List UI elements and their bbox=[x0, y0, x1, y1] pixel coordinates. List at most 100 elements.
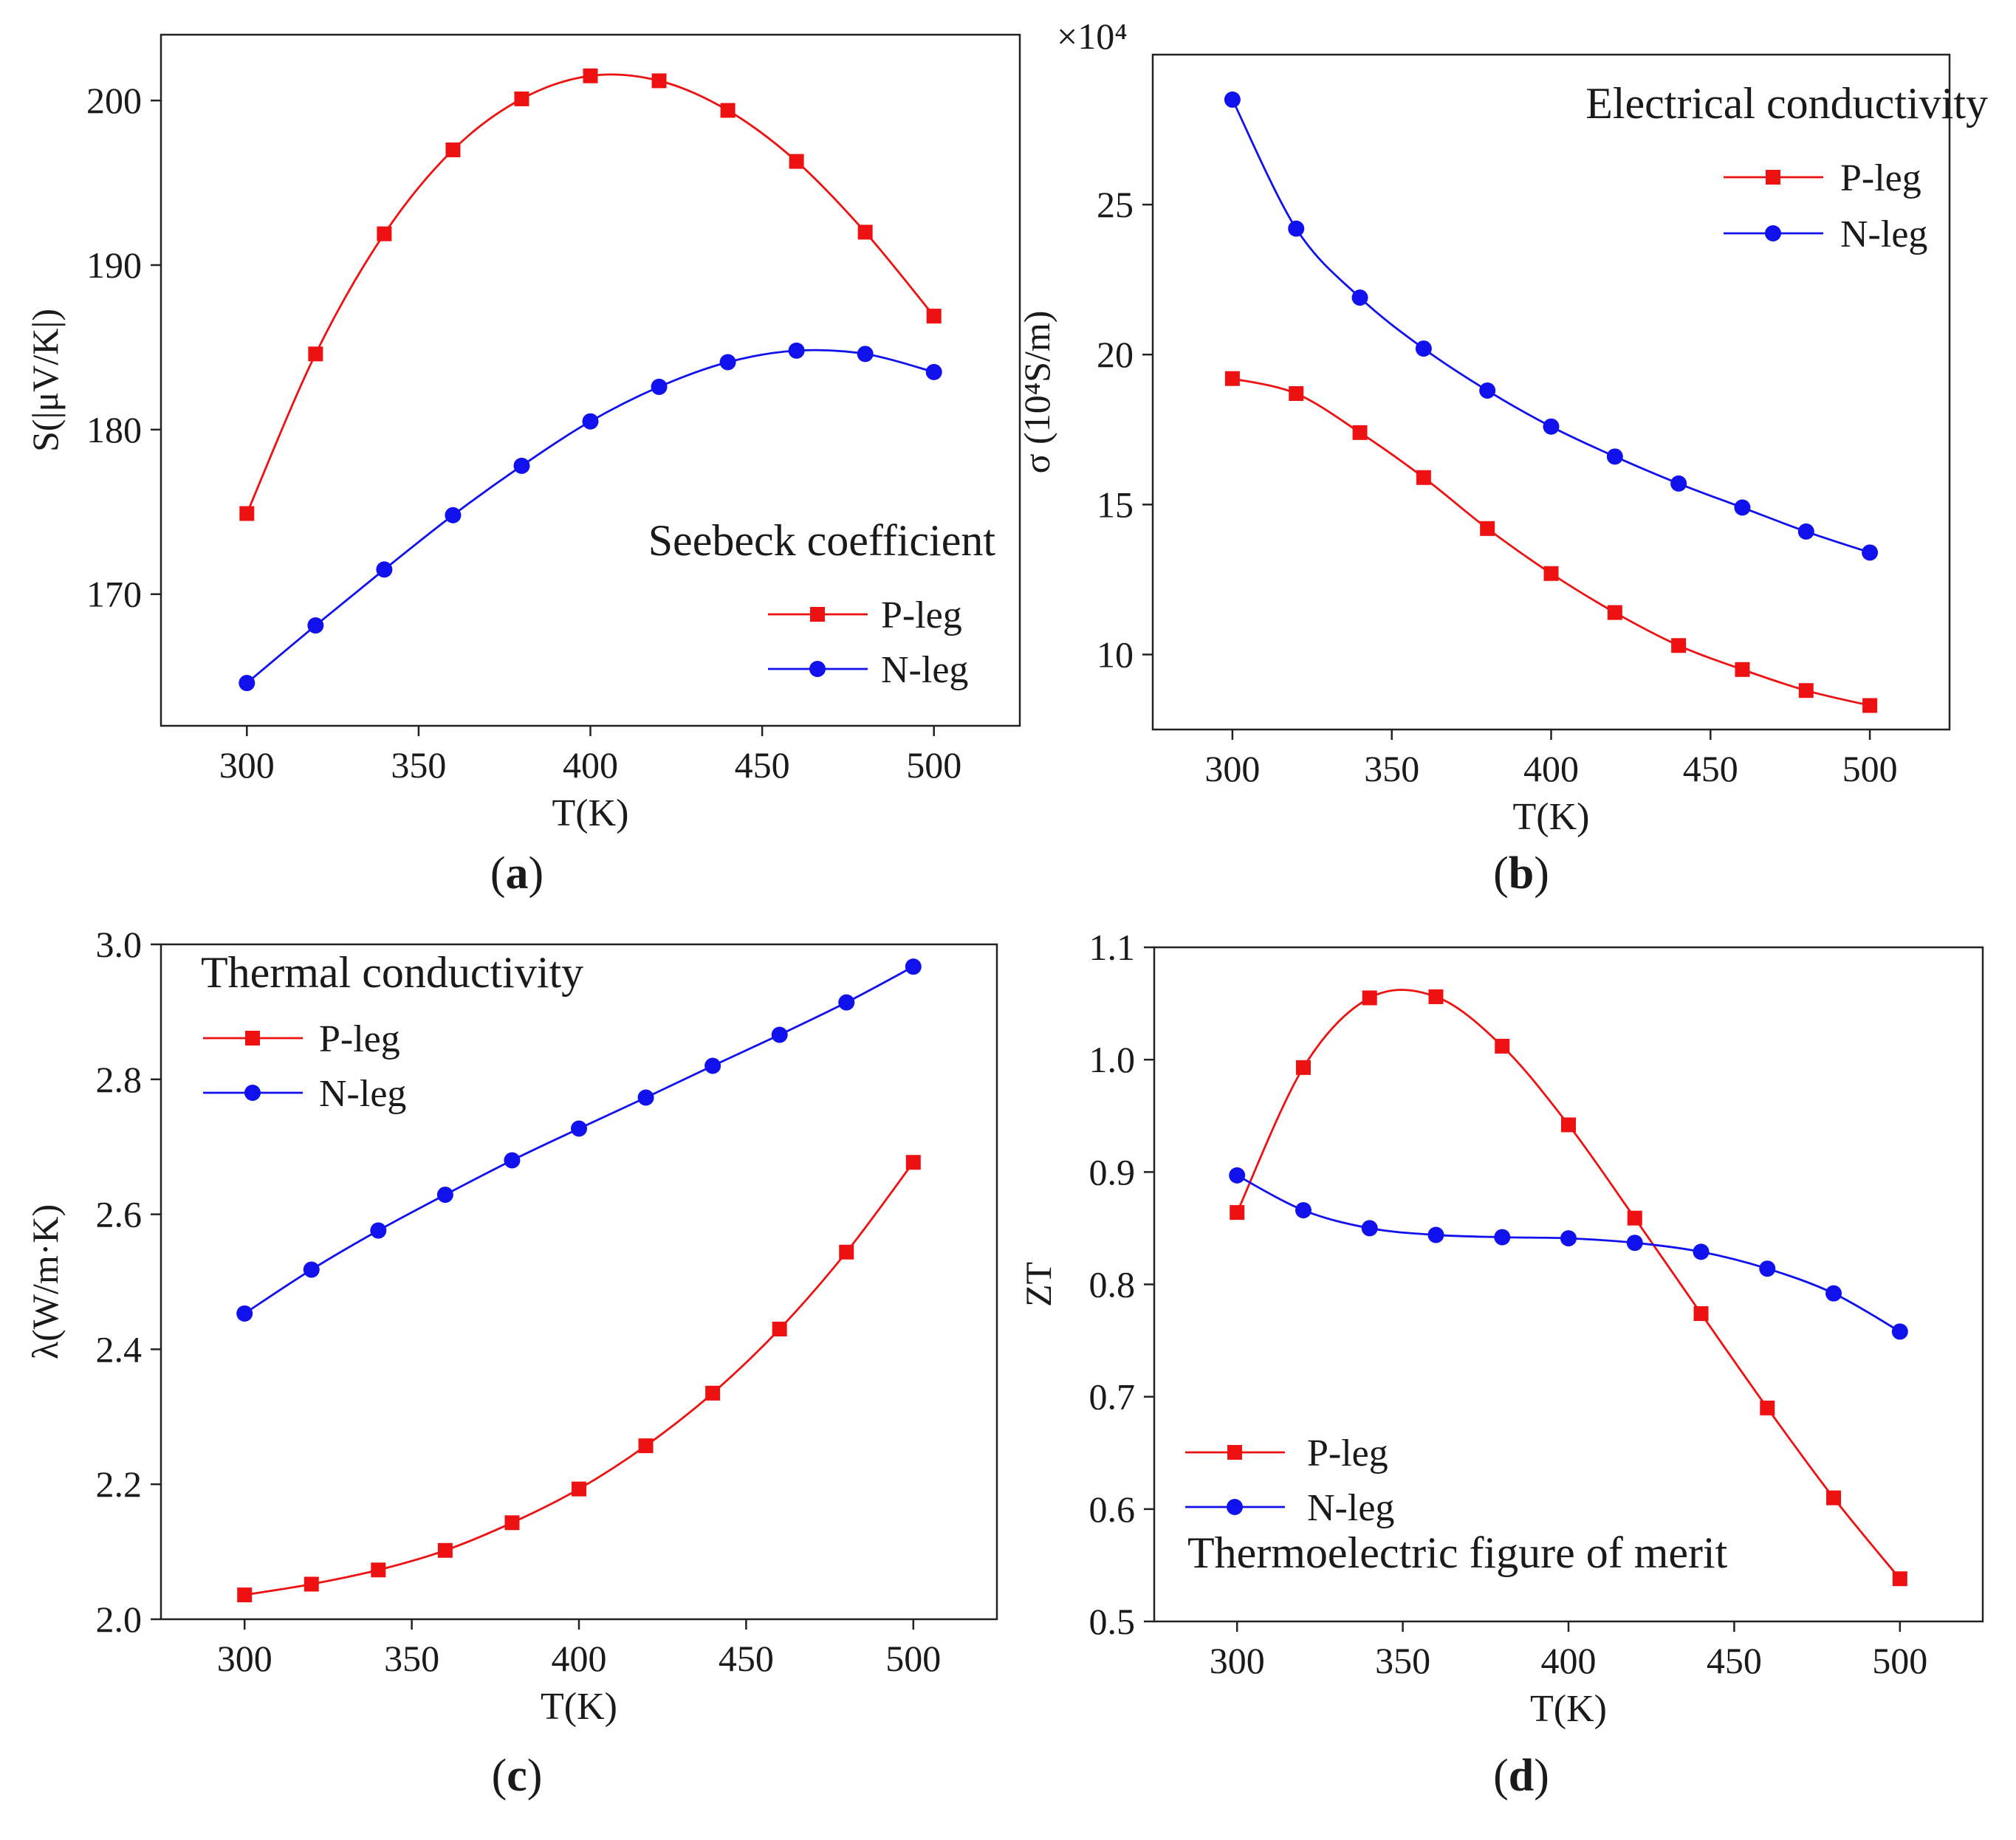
x-tick-label-d-3: 450 bbox=[1707, 1640, 1762, 1681]
x-tick-label-b-1: 350 bbox=[1364, 748, 1419, 789]
y-axis-label-a: S(|μV/K|) bbox=[24, 309, 66, 452]
data-point-d-0-3 bbox=[1428, 989, 1444, 1004]
y-tick-label-c-3: 2.6 bbox=[96, 1194, 143, 1235]
data-point-a-0-6 bbox=[651, 73, 667, 89]
data-point-b-1-9 bbox=[1797, 523, 1814, 540]
data-point-d-1-5 bbox=[1560, 1230, 1577, 1247]
series-line-a-1 bbox=[246, 349, 935, 684]
data-point-a-0-3 bbox=[445, 143, 461, 157]
data-point-a-1-2 bbox=[376, 561, 393, 578]
chart-panel-c: 300 350 400 450 500 2.0 2.2 2.4 2.6 2.8 3.0 T(K) λ(W… bbox=[24, 924, 998, 1801]
data-point-b-1-3 bbox=[1415, 340, 1432, 357]
data-point-c-1-7 bbox=[704, 1057, 721, 1074]
data-point-a-1-10 bbox=[925, 363, 942, 380]
y-tick-label-b-3: 25 bbox=[1097, 184, 1134, 225]
legend-label-d-1: N-leg bbox=[1307, 1487, 1394, 1529]
data-point-a-1-9 bbox=[857, 346, 874, 363]
y-tick-label-c-4: 2.8 bbox=[96, 1059, 143, 1100]
data-point-b-0-5 bbox=[1543, 566, 1559, 581]
data-point-b-0-1 bbox=[1289, 386, 1304, 402]
data-point-d-1-9 bbox=[1825, 1285, 1842, 1302]
y-tick-label-d-5: 1.0 bbox=[1089, 1039, 1136, 1080]
x-tick-label-c-1: 350 bbox=[384, 1638, 439, 1679]
chart-title-a: Seebeck coefficient bbox=[648, 516, 996, 565]
data-point-c-0-9 bbox=[839, 1244, 854, 1260]
legend-marker-d-1 bbox=[1227, 1499, 1243, 1515]
chart-panel-b: 300 350 400 450 500 10 15 20 25 T(K) σ (10⁴S/m) ×10… bbox=[1016, 16, 1988, 899]
x-tick-label-a-3: 450 bbox=[735, 744, 790, 786]
y-tick-label-d-2: 0.7 bbox=[1089, 1376, 1136, 1418]
data-point-a-0-9 bbox=[857, 224, 873, 240]
data-point-c-0-0 bbox=[237, 1587, 253, 1603]
legend-marker-a-0 bbox=[810, 607, 825, 622]
data-point-d-0-7 bbox=[1693, 1306, 1709, 1322]
data-point-d-1-1 bbox=[1295, 1202, 1312, 1219]
plot-frame-c bbox=[160, 943, 998, 1621]
plot-frame-d bbox=[1153, 946, 1984, 1623]
legend-label-d-0: P-leg bbox=[1307, 1432, 1388, 1475]
legend-marker-a-1 bbox=[809, 661, 826, 677]
y-tick-label-a-1: 180 bbox=[86, 409, 142, 450]
x-tick-label-a-1: 350 bbox=[391, 744, 446, 786]
legend-marker-c-1 bbox=[244, 1085, 261, 1101]
data-point-c-1-5 bbox=[571, 1120, 587, 1137]
x-tick-label-d-0: 300 bbox=[1210, 1640, 1265, 1681]
legend-marker-b-0 bbox=[1766, 170, 1780, 185]
y-tick-label-d-1: 0.6 bbox=[1089, 1489, 1136, 1530]
y-tick-label-a-2: 190 bbox=[86, 244, 142, 286]
data-point-b-1-1 bbox=[1288, 220, 1305, 237]
y-tick-label-d-3: 0.8 bbox=[1089, 1264, 1136, 1305]
legend-marker-b-1 bbox=[1765, 225, 1781, 241]
data-point-a-0-10 bbox=[926, 309, 942, 324]
x-tick-label-b-2: 400 bbox=[1523, 748, 1579, 789]
data-point-c-0-6 bbox=[638, 1438, 654, 1454]
y-axis-label-d: ZT bbox=[1018, 1262, 1059, 1307]
data-point-c-1-6 bbox=[637, 1089, 654, 1106]
data-point-c-1-1 bbox=[303, 1261, 320, 1278]
x-tick-label-c-3: 450 bbox=[719, 1638, 774, 1679]
legend-marker-c-0 bbox=[245, 1031, 260, 1046]
x-tick-label-b-3: 450 bbox=[1683, 748, 1738, 789]
y-tick-label-c-2: 2.4 bbox=[96, 1328, 143, 1370]
data-point-d-0-6 bbox=[1627, 1210, 1642, 1226]
data-point-b-0-9 bbox=[1798, 683, 1814, 698]
legend-marker-d-0 bbox=[1227, 1445, 1242, 1460]
data-point-b-0-7 bbox=[1671, 638, 1687, 653]
x-axis-label-a: T(K) bbox=[552, 792, 629, 834]
chart-title-b: Electrical conductivity bbox=[1585, 79, 1988, 128]
y-tick-label-a-0: 170 bbox=[86, 574, 142, 615]
series-line-c-0 bbox=[244, 1161, 914, 1596]
data-point-d-0-9 bbox=[1826, 1490, 1842, 1506]
y-axis-label-b: σ (10⁴S/m) bbox=[1016, 311, 1057, 474]
x-tick-label-c-0: 300 bbox=[217, 1638, 272, 1679]
data-point-a-1-6 bbox=[651, 378, 668, 395]
legend-label-a-0: P-leg bbox=[881, 594, 962, 636]
data-point-b-1-8 bbox=[1734, 499, 1751, 516]
data-point-b-0-2 bbox=[1352, 425, 1368, 440]
y-axis-label-c: λ(W/m·K) bbox=[24, 1204, 66, 1359]
data-point-a-0-4 bbox=[514, 91, 529, 106]
data-point-a-1-8 bbox=[788, 342, 805, 359]
series-line-d-1 bbox=[1236, 1174, 1901, 1333]
x-tick-label-d-1: 350 bbox=[1375, 1640, 1430, 1681]
y-tick-label-c-0: 2.0 bbox=[96, 1599, 143, 1640]
x-tick-label-c-4: 500 bbox=[885, 1638, 941, 1679]
data-point-a-1-4 bbox=[513, 457, 530, 474]
data-point-d-0-4 bbox=[1495, 1038, 1510, 1054]
panel-label-c: (c) bbox=[492, 1751, 543, 1801]
x-tick-label-b-4: 500 bbox=[1842, 748, 1898, 789]
panel-label-b: (b) bbox=[1493, 848, 1549, 899]
plot-frame-b bbox=[1151, 53, 1951, 731]
data-point-a-0-1 bbox=[308, 346, 323, 362]
data-point-b-0-3 bbox=[1416, 470, 1431, 485]
chart-panel-d: 300 350 400 450 500 0.5 0.6 0.7 0.8 0.9 1.0 1.1 T(K)… bbox=[1018, 927, 1984, 1801]
data-point-c-0-7 bbox=[705, 1385, 721, 1401]
data-point-c-0-8 bbox=[772, 1321, 787, 1336]
data-point-b-0-10 bbox=[1862, 698, 1878, 713]
data-point-a-0-7 bbox=[720, 103, 736, 118]
data-point-b-1-6 bbox=[1606, 448, 1623, 465]
y-tick-label-b-0: 10 bbox=[1097, 634, 1134, 675]
data-point-d-1-10 bbox=[1891, 1323, 1908, 1340]
data-point-d-1-3 bbox=[1427, 1226, 1444, 1243]
